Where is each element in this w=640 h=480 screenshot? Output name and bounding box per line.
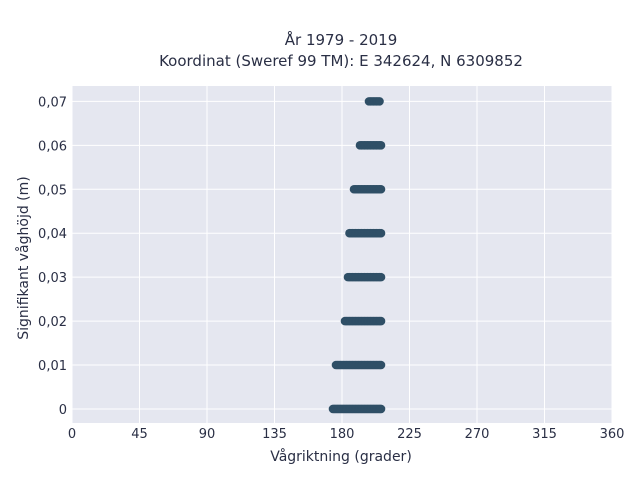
y-tick-label: 0 (59, 403, 67, 418)
data-point (376, 141, 386, 150)
chart-title-line2: Koordinat (Sweref 99 TM): E 342624, N 63… (159, 52, 523, 70)
y-tick-label: 0,02 (38, 315, 67, 330)
x-axis-label: Vågriktning (grader) (270, 448, 412, 465)
data-point (376, 184, 386, 194)
y-tick-labels: 0 0,01 0,02 0,03 0,04 0,05 0,06 0,07 (38, 95, 67, 418)
x-tick-label: 135 (262, 427, 287, 442)
y-tick-label: 0,05 (38, 183, 67, 198)
x-tick-label: 270 (465, 427, 490, 442)
y-tick-label: 0,01 (38, 359, 67, 374)
data-point (376, 228, 386, 238)
x-tick-label: 180 (330, 427, 355, 442)
chart-title-line1: År 1979 - 2019 (285, 30, 398, 49)
data-point (376, 272, 386, 282)
x-tick-label: 45 (131, 427, 148, 442)
data-point (376, 360, 386, 370)
y-tick-label: 0,03 (38, 271, 67, 286)
y-tick-label: 0,07 (38, 95, 67, 110)
data-point (376, 404, 386, 414)
x-tick-label: 225 (397, 427, 422, 442)
data-point (376, 316, 386, 326)
data-point (375, 97, 384, 106)
x-tick-label: 0 (68, 427, 76, 442)
y-tick-label: 0,04 (38, 227, 67, 242)
x-tick-label: 315 (532, 427, 557, 442)
data-points (328, 97, 386, 414)
y-tick-label: 0,06 (38, 139, 67, 154)
x-tick-label: 90 (199, 427, 216, 442)
y-axis-label: Signifikant våghöjd (m) (15, 176, 32, 339)
x-tick-labels: 0 45 90 135 180 225 270 315 360 (68, 427, 625, 442)
x-tick-label: 360 (600, 427, 625, 442)
